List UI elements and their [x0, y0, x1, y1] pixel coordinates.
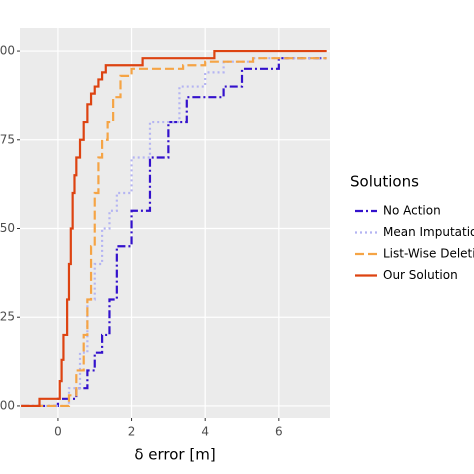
panel — [20, 28, 330, 418]
ecdf-line — [21, 57, 327, 408]
y-tick-label: 0.25 — [0, 310, 15, 324]
y-tick-label: 0.75 — [0, 132, 15, 146]
legend-label: No Action — [383, 204, 441, 218]
x-tick-label: 0 — [54, 425, 62, 439]
ecdf-line — [21, 49, 327, 408]
x-tick-label: 6 — [275, 425, 283, 439]
legend-title: Solutions — [350, 173, 419, 191]
y-tick-label: 0.50 — [0, 221, 15, 235]
x-axis-title: δ error [m] — [134, 446, 215, 464]
y-tick-label: 1.00 — [0, 44, 15, 58]
legend-label: Mean Imputation — [383, 225, 474, 239]
x-tick-label: 4 — [201, 425, 209, 439]
legend-label: Our Solution — [383, 268, 458, 282]
ecdf-line — [21, 57, 327, 408]
ecdf-line — [21, 57, 327, 408]
x-tick-label: 2 — [128, 425, 136, 439]
legend-label: List-Wise Deletion — [383, 247, 474, 261]
plot-lines — [21, 49, 327, 408]
legend: No Action Mean Imputation List-Wise Deleti… — [355, 204, 474, 282]
y-tick-label: 0.00 — [0, 398, 15, 412]
